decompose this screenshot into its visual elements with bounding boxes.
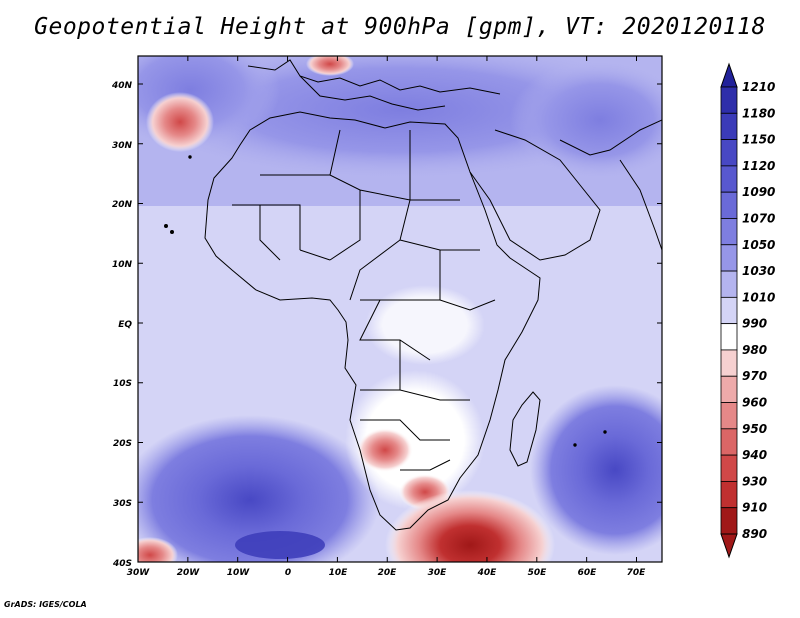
colorbar-box [720,296,738,325]
colorbar-label: 940 [742,448,767,462]
colorbar-bottom-arrow [720,533,738,559]
longitude-labels: 30W 20W 10W 0 10E 20E 30E 40E 50E 60E 70… [127,568,646,578]
colorbar-label: 950 [742,422,767,436]
lon-label: 20W [177,568,201,578]
colorbar-box [720,375,738,403]
field-south-atlantic-high [138,415,380,562]
field-high-core [235,531,325,559]
field-kalahari-low [357,428,413,472]
india-coastline [619,159,662,251]
field-indian-ocean-high [530,385,662,555]
coastlines [164,59,662,531]
persian-gulf [559,119,662,156]
colorbar-label: 960 [742,396,767,410]
colorbar-label: 1150 [742,133,775,147]
lat-label: EQ [118,320,132,330]
colorbar-box [720,112,738,140]
colorbar-label: 910 [742,501,767,515]
colorbar-label: 1090 [742,185,775,199]
colorbar-label: 1120 [742,159,775,173]
colorbar-label: 890 [742,527,767,541]
lat-label: 30N [112,141,133,151]
field-southern-africa-neutral [345,370,485,510]
lat-label: 20N [112,200,133,210]
europe-coastline [247,59,501,95]
madagascar-coastline [509,391,541,467]
arabia-coastline [469,129,601,261]
border-lines [232,129,496,471]
colorbar-top-arrow [720,62,738,88]
grads-credit: GrADS: IGES/COLA [4,600,87,609]
colorbar-box [720,191,738,219]
lat-label: 10N [112,260,133,270]
colorbar-box [720,402,738,430]
axis-ticks [137,56,662,563]
colorbar-box [720,349,738,377]
field-mideast-high [510,60,662,180]
colorbar-box [720,218,738,246]
colorbar-box [720,270,738,298]
colorbar-box [720,481,738,509]
lat-label: 10S [113,379,132,389]
lon-label: 20E [378,568,398,578]
colorbar-label: 930 [742,474,767,488]
colorbar-box [720,507,738,535]
colorbar-label: 970 [742,369,767,383]
colorbar-box [720,244,738,272]
lat-label: 20S [113,439,132,449]
colorbar-box [720,86,738,114]
field-southwest-low [138,537,178,562]
lon-label: 50E [528,568,548,578]
colorbar-label: 1210 [742,80,775,94]
colorbar-box [720,428,738,456]
colorbar-label: 1180 [742,106,775,120]
colorbar-label: 980 [742,343,767,357]
lat-label: 40N [111,81,133,91]
field-alps-low [306,56,354,76]
colorbar-boxes [720,86,738,535]
lon-label: 0 [285,568,291,578]
colorbar-label: 1030 [742,264,775,278]
map-title: Geopotential Height at 900hPa [gpm], VT:… [34,14,766,40]
lon-label: 70E [627,568,647,578]
lat-label: 30S [113,499,132,509]
africa-coastline [204,111,541,531]
colorbar-label: 1070 [742,211,775,225]
field-southern-low [385,490,555,562]
latitude-labels: 40N 30N 20N 10N EQ 10S 20S 30S 40S [111,81,133,569]
lon-label: 60E [578,568,598,578]
colorbar-box [720,323,738,351]
plot-frame [137,55,663,563]
field-central-africa-neutral [365,285,485,365]
lon-label: 30W [127,568,151,578]
colorbar-box [720,139,738,167]
field-atlantic-low [146,92,214,152]
lon-label: 30E [428,568,448,578]
colorbar-labels: 1210 1180 1150 1120 1090 1070 1050 1030 1010 990 9… [742,80,775,541]
height-field [138,56,662,562]
lon-label: 10W [227,568,251,578]
colorbar-box [720,165,738,193]
lat-label: 40S [112,559,132,569]
colorbar-label: 1050 [742,238,775,252]
mediterranean-north [299,75,446,111]
colorbar-box [720,454,738,482]
colorbar-label: 1010 [742,290,775,304]
lon-label: 40E [477,568,498,578]
lon-label: 10E [329,568,349,578]
colorbar-label: 990 [742,317,767,331]
colorbar: 1210 1180 1150 1120 1090 1070 1050 1030 1010 990 9… [720,62,775,559]
